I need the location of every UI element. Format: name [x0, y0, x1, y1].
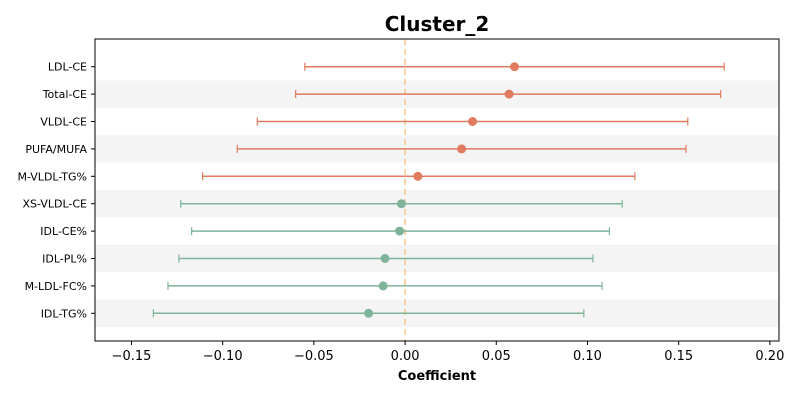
coefficient-point — [396, 199, 406, 209]
y-tick-label: Total-CE — [42, 88, 87, 101]
y-tick-label: IDL-PL% — [42, 253, 87, 266]
coefficient-point — [457, 144, 467, 154]
coefficient-point — [504, 89, 514, 99]
y-tick-label: IDL-TG% — [41, 307, 87, 320]
y-tick-label: VLDL-CE — [40, 116, 87, 129]
coefficient-point — [413, 171, 423, 181]
coefficient-point — [468, 117, 478, 126]
coefficient-points — [364, 62, 520, 318]
coefficient-point — [510, 62, 520, 72]
chart-title: Cluster_2 — [385, 12, 490, 36]
x-tick-label: −0.15 — [112, 349, 152, 364]
y-tick-label: M-LDL-FC% — [25, 280, 87, 293]
x-tick-label: 0.15 — [664, 349, 693, 364]
x-tick-label: 0.20 — [755, 349, 784, 364]
y-axis-ticks: LDL-CE Total-CE VLDL-CE PUFA/MUFA M-VLDL-TG%… — [17, 61, 95, 320]
y-tick-label: PUFA/MUFA — [25, 143, 87, 156]
x-axis-label: Coefficient — [398, 369, 476, 384]
y-tick-label: M-VLDL-TG% — [17, 170, 87, 183]
x-axis-ticks: −0.15 −0.10 −0.05 0.00 0.05 0.10 0.15 0.20 — [112, 341, 784, 364]
y-tick-label: LDL-CE — [48, 61, 87, 74]
x-tick-label: 0.05 — [482, 349, 511, 364]
x-tick-label: −0.10 — [203, 349, 243, 364]
coefficient-point — [378, 281, 388, 291]
y-tick-label: IDL-CE% — [40, 225, 87, 238]
coefficient-point — [364, 308, 374, 318]
coefficient-point — [395, 226, 405, 236]
x-tick-label: 0.10 — [573, 349, 602, 364]
x-tick-label: −0.05 — [294, 349, 334, 364]
coefficient-point — [380, 254, 390, 263]
x-tick-label: 0.00 — [391, 349, 420, 364]
plot-area-frame — [94, 38, 780, 342]
y-tick-label: XS-VLDL-CE — [22, 198, 87, 211]
